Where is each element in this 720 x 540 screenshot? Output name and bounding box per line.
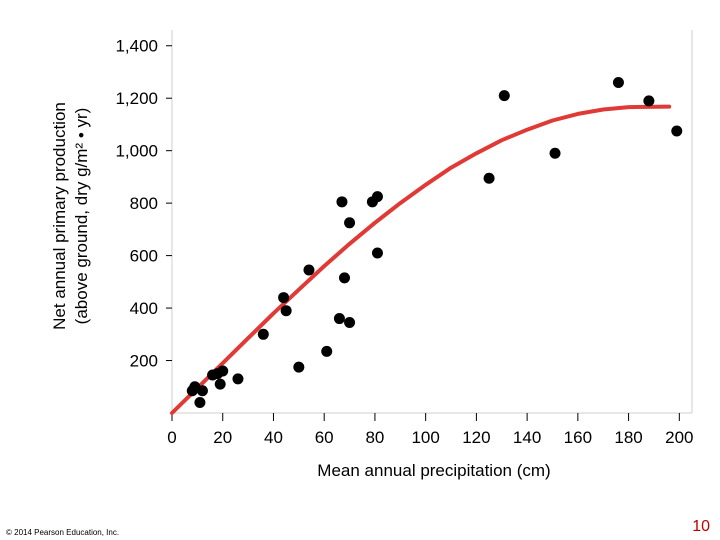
y-tick-label: 1,400 [115, 37, 158, 56]
data-point [196, 385, 208, 397]
y-axis-title-line1: Net annual primary production [50, 102, 69, 330]
page-number: 10 [692, 518, 710, 535]
plot-background [172, 30, 692, 413]
data-point [232, 373, 244, 385]
data-point [344, 316, 356, 328]
x-tick-label: 20 [213, 428, 232, 447]
data-point [194, 397, 206, 409]
data-point [303, 264, 315, 276]
x-axis-title: Mean annual precipitation (cm) [317, 461, 550, 480]
y-tick-label: 400 [130, 299, 158, 318]
plot-area [171, 30, 693, 414]
y-tick-label: 200 [130, 352, 158, 371]
y-axis-title-line2: (above ground, dry g/m² • yr) [72, 108, 91, 325]
x-tick-label: 0 [167, 428, 176, 447]
data-point [371, 247, 383, 259]
data-point [549, 147, 561, 159]
y-ticks: 200 400 600 800 1,000 1,200 1,400 [115, 37, 172, 371]
trend-curve [170, 104, 672, 415]
data-point [280, 305, 292, 317]
data-point [321, 345, 333, 357]
y-axis-title: Net annual primary production (above gro… [50, 102, 91, 330]
x-tick-label: 60 [315, 428, 334, 447]
y-tick-label: 600 [130, 247, 158, 266]
x-tick-label: 160 [564, 428, 592, 447]
x-tick-label: 120 [462, 428, 490, 447]
x-tick-label: 180 [614, 428, 642, 447]
data-point [214, 378, 226, 390]
x-tick-label: 100 [411, 428, 439, 447]
data-point [257, 328, 269, 340]
data-point [371, 191, 383, 203]
data-point [336, 196, 348, 208]
copyright-notice: © 2014 Pearson Education, Inc. [6, 528, 120, 537]
series-layer [170, 76, 683, 415]
x-tick-label: 40 [264, 428, 283, 447]
data-point [483, 172, 495, 184]
x-tick-label: 140 [513, 428, 541, 447]
data-point [293, 361, 305, 373]
data-point [333, 313, 345, 325]
y-tick-label: 1,000 [115, 142, 158, 161]
data-point [498, 90, 510, 102]
x-tick-label: 80 [365, 428, 384, 447]
data-point [338, 272, 350, 284]
data-point [643, 95, 655, 107]
data-point [671, 125, 683, 137]
y-tick-label: 1,200 [115, 89, 158, 108]
y-tick-label: 800 [130, 194, 158, 213]
x-tick-label: 200 [665, 428, 693, 447]
data-point [217, 365, 229, 377]
data-point [612, 76, 624, 88]
data-point [344, 217, 356, 229]
data-point [278, 292, 290, 304]
x-ticks: 0 20 40 60 80 100 120 140 160 180 200 [167, 413, 694, 447]
